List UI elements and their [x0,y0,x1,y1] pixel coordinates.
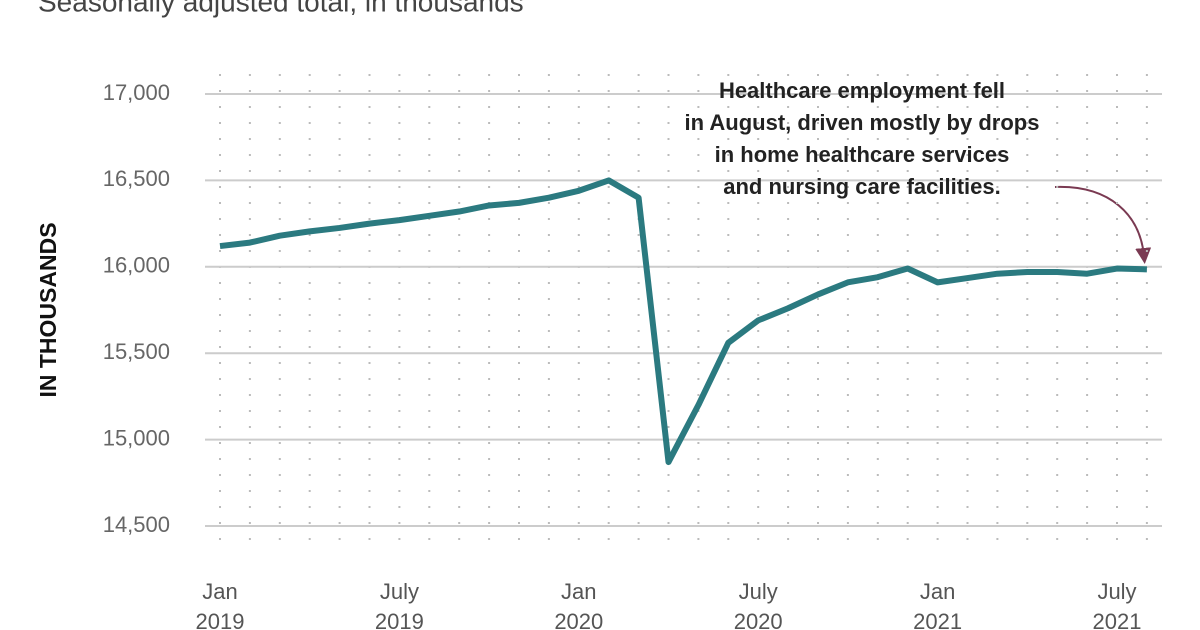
x-tick-label: July 2019 [374,579,424,630]
annotation-line: Healthcare employment fell [719,78,1005,103]
y-tick-label: 15,000 [103,425,170,450]
x-tick-label: July 2020 [733,579,783,630]
x-tick-label: July 2021 [1092,579,1142,630]
annotation-line: in August, driven mostly by drops [685,110,1040,135]
annotation-arrow [1054,185,1152,264]
x-tick-label: Jan 2019 [195,579,245,630]
x-tick-label: Jan 2020 [554,579,604,630]
chart-subtitle: Seasonally adjusted total, in thousands [38,0,524,17]
y-tick-label: 16,500 [103,166,170,191]
y-axis-label: IN THOUSANDS [35,222,61,397]
y-tick-label: 15,500 [103,339,170,364]
y-tick-label: 16,000 [103,253,170,278]
x-tick-label: Jan 2021 [913,579,963,630]
y-tick-label: 17,000 [103,80,170,105]
data-line [219,177,1147,466]
y-tick-label: 14,500 [103,512,170,537]
annotation-line: in home healthcare services [715,142,1010,167]
grid [205,74,1162,546]
annotation-line: and nursing care facilities. [723,174,1001,199]
